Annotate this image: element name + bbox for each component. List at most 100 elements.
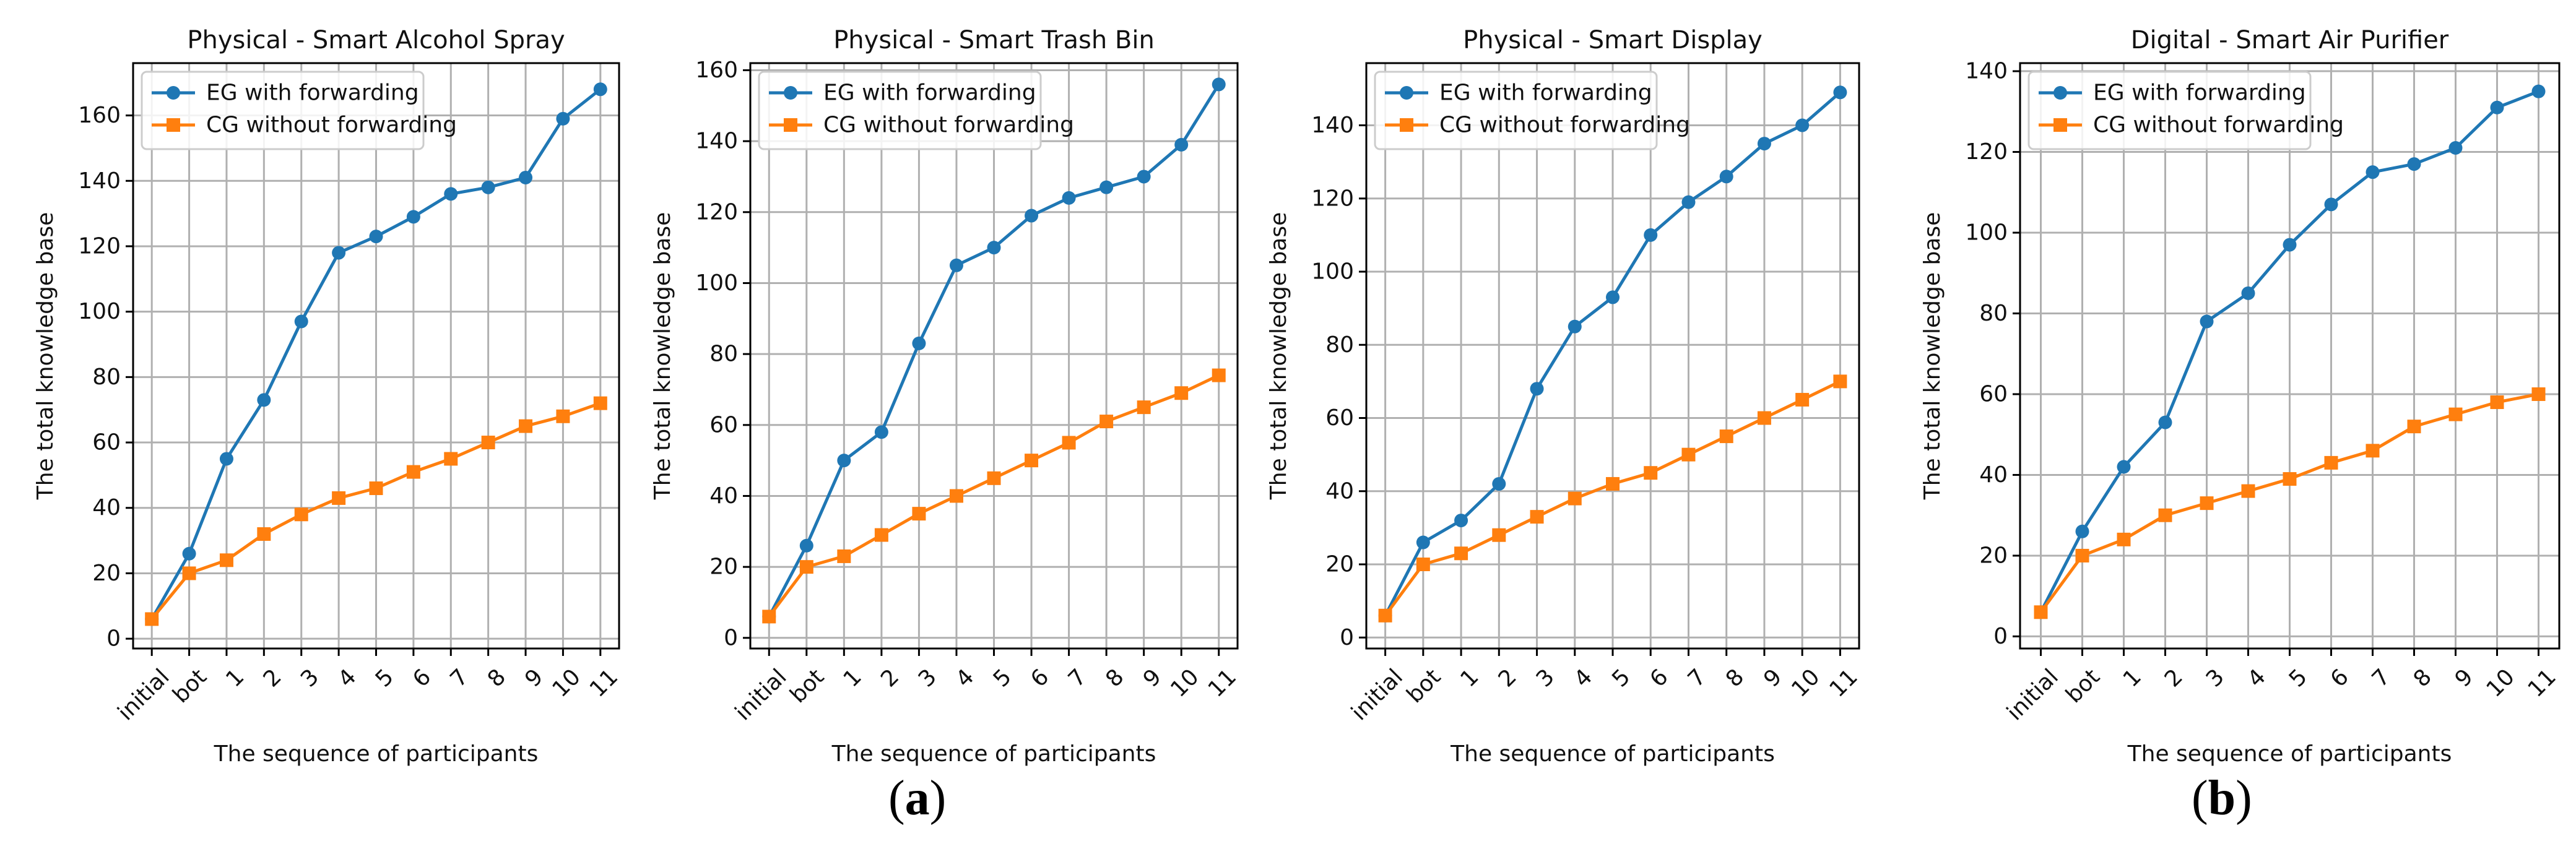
data-point-eg	[182, 546, 196, 561]
x-tick-label: 6	[408, 664, 436, 692]
legend-marker-cg	[2053, 118, 2067, 132]
x-tick-label: 11	[2523, 664, 2561, 702]
axes-frame	[2019, 62, 2561, 650]
y-tick-label: 80	[1979, 301, 2008, 326]
data-point-eg	[593, 82, 607, 97]
data-point-cg	[2200, 496, 2214, 511]
data-point-cg	[1795, 392, 1810, 407]
y-tick-label: 60	[1325, 405, 1354, 431]
x-tick-label: bot	[2061, 664, 2105, 708]
caption-b-close: )	[2236, 771, 2252, 825]
y-tick-label: 160	[78, 103, 121, 128]
x-tick-label: 7	[2367, 664, 2395, 692]
chart-title: Physical - Smart Trash Bin	[833, 26, 1155, 54]
data-point-cg	[2324, 455, 2338, 470]
legend-label: EG with forwarding	[823, 80, 1036, 106]
legend-marker-eg	[1400, 86, 1413, 100]
data-point-cg	[1833, 374, 1847, 389]
x-tick-label: 2	[876, 664, 904, 692]
x-tick-label: initial	[113, 664, 175, 725]
data-point-cg	[2448, 407, 2463, 421]
y-tick-label: 40	[1325, 478, 1354, 504]
data-point-eg	[2531, 84, 2546, 98]
y-tick-label: 80	[1325, 332, 1354, 358]
axes-frame	[1365, 62, 1860, 650]
data-point-cg	[1416, 558, 1430, 572]
x-tick-label: 10	[2482, 664, 2520, 702]
x-tick-label: 6	[2326, 664, 2354, 692]
data-point-eg	[1833, 85, 1847, 100]
data-point-eg	[481, 180, 495, 194]
x-tick-label: initial	[1347, 664, 1408, 725]
y-tick-label: 60	[1979, 381, 2008, 407]
x-tick-label: 9	[2450, 664, 2478, 692]
legend-label: EG with forwarding	[2093, 80, 2306, 106]
data-point-eg	[1644, 228, 1658, 242]
x-tick-label: 1	[1455, 664, 1483, 692]
legend-box	[2027, 71, 2312, 150]
x-axis-label: The sequence of participants	[1450, 741, 1775, 767]
data-point-cg	[1530, 510, 1544, 524]
data-point-eg	[1492, 476, 1506, 491]
data-point-cg	[145, 612, 159, 626]
data-point-eg	[1568, 319, 1582, 334]
y-tick-label: 0	[1993, 624, 2008, 649]
x-tick-label: 4	[1569, 664, 1597, 692]
chart-title: Physical - Smart Display	[1463, 26, 1763, 54]
y-tick-label: 20	[92, 561, 121, 586]
data-point-cg	[2407, 420, 2421, 434]
data-point-cg	[219, 553, 233, 567]
x-tick-label: 9	[520, 664, 548, 692]
data-point-eg	[1719, 170, 1733, 184]
data-point-eg	[556, 111, 570, 126]
data-point-eg	[369, 230, 383, 244]
axes-frame	[132, 62, 620, 650]
legend-marker-eg	[2053, 86, 2067, 100]
data-point-eg	[2490, 100, 2504, 114]
data-point-cg	[1137, 400, 1151, 415]
legend-marker-eg	[167, 86, 180, 100]
y-tick-label: 0	[1340, 625, 1354, 650]
data-point-cg	[556, 409, 570, 423]
data-point-eg	[2117, 460, 2131, 474]
legend: EG with forwarding CG without forwarding	[758, 71, 1074, 150]
data-point-cg	[2283, 472, 2297, 486]
data-point-cg	[874, 528, 888, 542]
data-point-eg	[2075, 524, 2089, 538]
legend-label: CG without forwarding	[2093, 113, 2344, 138]
y-tick-label: 120	[78, 233, 121, 259]
data-point-cg	[1606, 476, 1620, 491]
y-axis-label: The total knowledge base	[1266, 212, 1291, 501]
data-point-cg	[294, 507, 308, 522]
data-point-eg	[257, 393, 271, 407]
data-point-cg	[1719, 429, 1733, 444]
y-tick-label: 120	[1965, 139, 2008, 165]
y-tick-label: 60	[709, 412, 738, 437]
x-tick-label: 2	[2160, 664, 2188, 692]
data-point-eg	[294, 314, 308, 329]
y-tick-label: 100	[78, 299, 121, 324]
data-point-cg	[2490, 395, 2504, 410]
data-point-cg	[332, 491, 346, 505]
data-point-cg	[1644, 466, 1658, 480]
data-point-cg	[481, 436, 495, 450]
data-point-eg	[2448, 141, 2463, 155]
data-point-eg	[2283, 238, 2297, 252]
legend-marker-eg	[784, 86, 797, 100]
y-tick-label: 60	[92, 430, 121, 455]
x-tick-label: 5	[2284, 664, 2312, 692]
chart-title: Digital - Smart Air Purifier	[2131, 26, 2449, 54]
y-tick-label: 100	[695, 270, 738, 296]
x-tick-label: 8	[1101, 664, 1129, 692]
data-point-eg	[1795, 118, 1810, 132]
data-point-eg	[987, 241, 1001, 255]
data-point-cg	[1757, 411, 1771, 425]
caption-b: (b)	[2192, 767, 2252, 829]
data-point-eg	[874, 425, 888, 439]
data-point-cg	[1174, 386, 1189, 400]
y-tick-label: 120	[1311, 186, 1354, 211]
data-point-eg	[1062, 191, 1076, 205]
y-tick-label: 140	[1965, 59, 2008, 84]
y-axis-label: The total knowledge base	[650, 212, 675, 501]
